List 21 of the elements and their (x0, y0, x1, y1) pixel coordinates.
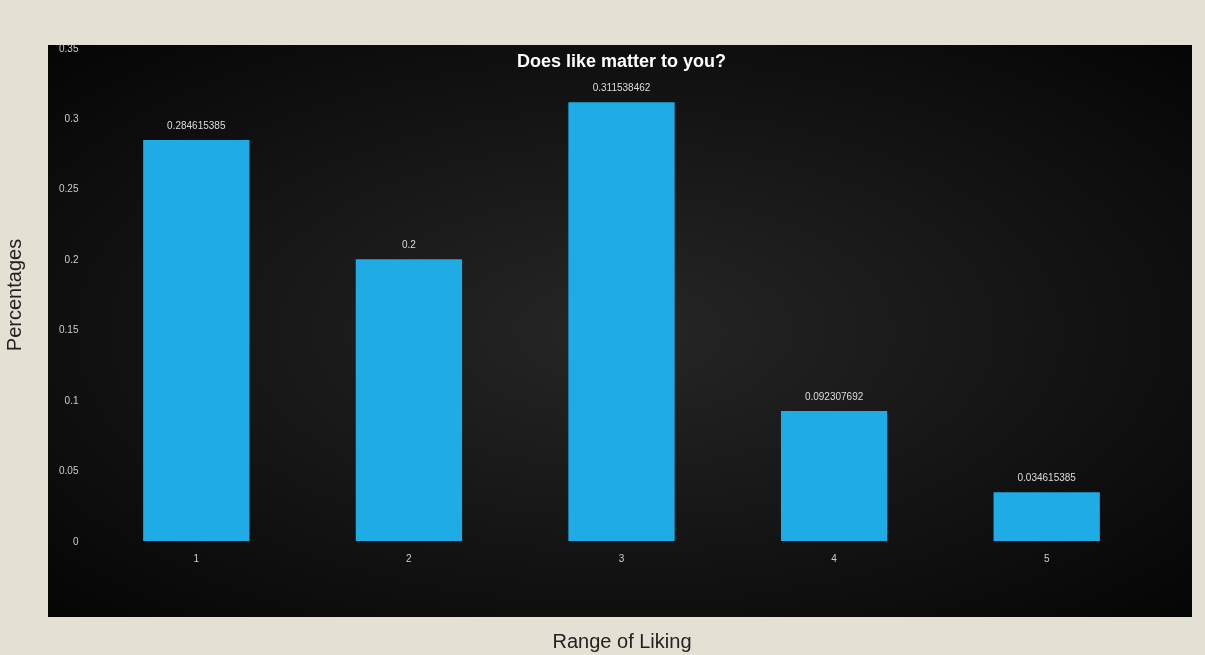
data-label: 0.284615385 (167, 120, 226, 132)
x-axis-title: Range of Liking (552, 629, 692, 652)
data-label: 0.034615385 (1017, 472, 1077, 484)
y-tick-label: 0.25 (59, 183, 79, 195)
x-tick-label: 3 (618, 552, 625, 564)
y-tick-label: 0.1 (64, 394, 79, 406)
y-tick-label: 0 (72, 535, 79, 547)
y-tick-label: 0.05 (59, 465, 79, 477)
y-tick-label: 0.2 (64, 253, 79, 265)
y-axis-title: Percentages (3, 238, 26, 352)
x-tick-label: 4 (831, 552, 838, 564)
data-label: 0.092307692 (804, 390, 864, 402)
y-tick-label: 0.3 (64, 112, 79, 124)
y-tick-label: 0.15 (59, 324, 79, 336)
data-label: 0.311538462 (592, 82, 651, 94)
x-tick-label: 2 (406, 552, 413, 564)
data-label: 0.2 (401, 239, 417, 251)
x-tick-label: 5 (1043, 552, 1050, 564)
chart-title: Does like matter to you? (516, 51, 727, 71)
x-tick-label: 1 (193, 552, 200, 564)
y-tick-label: 0.35 (59, 42, 79, 54)
